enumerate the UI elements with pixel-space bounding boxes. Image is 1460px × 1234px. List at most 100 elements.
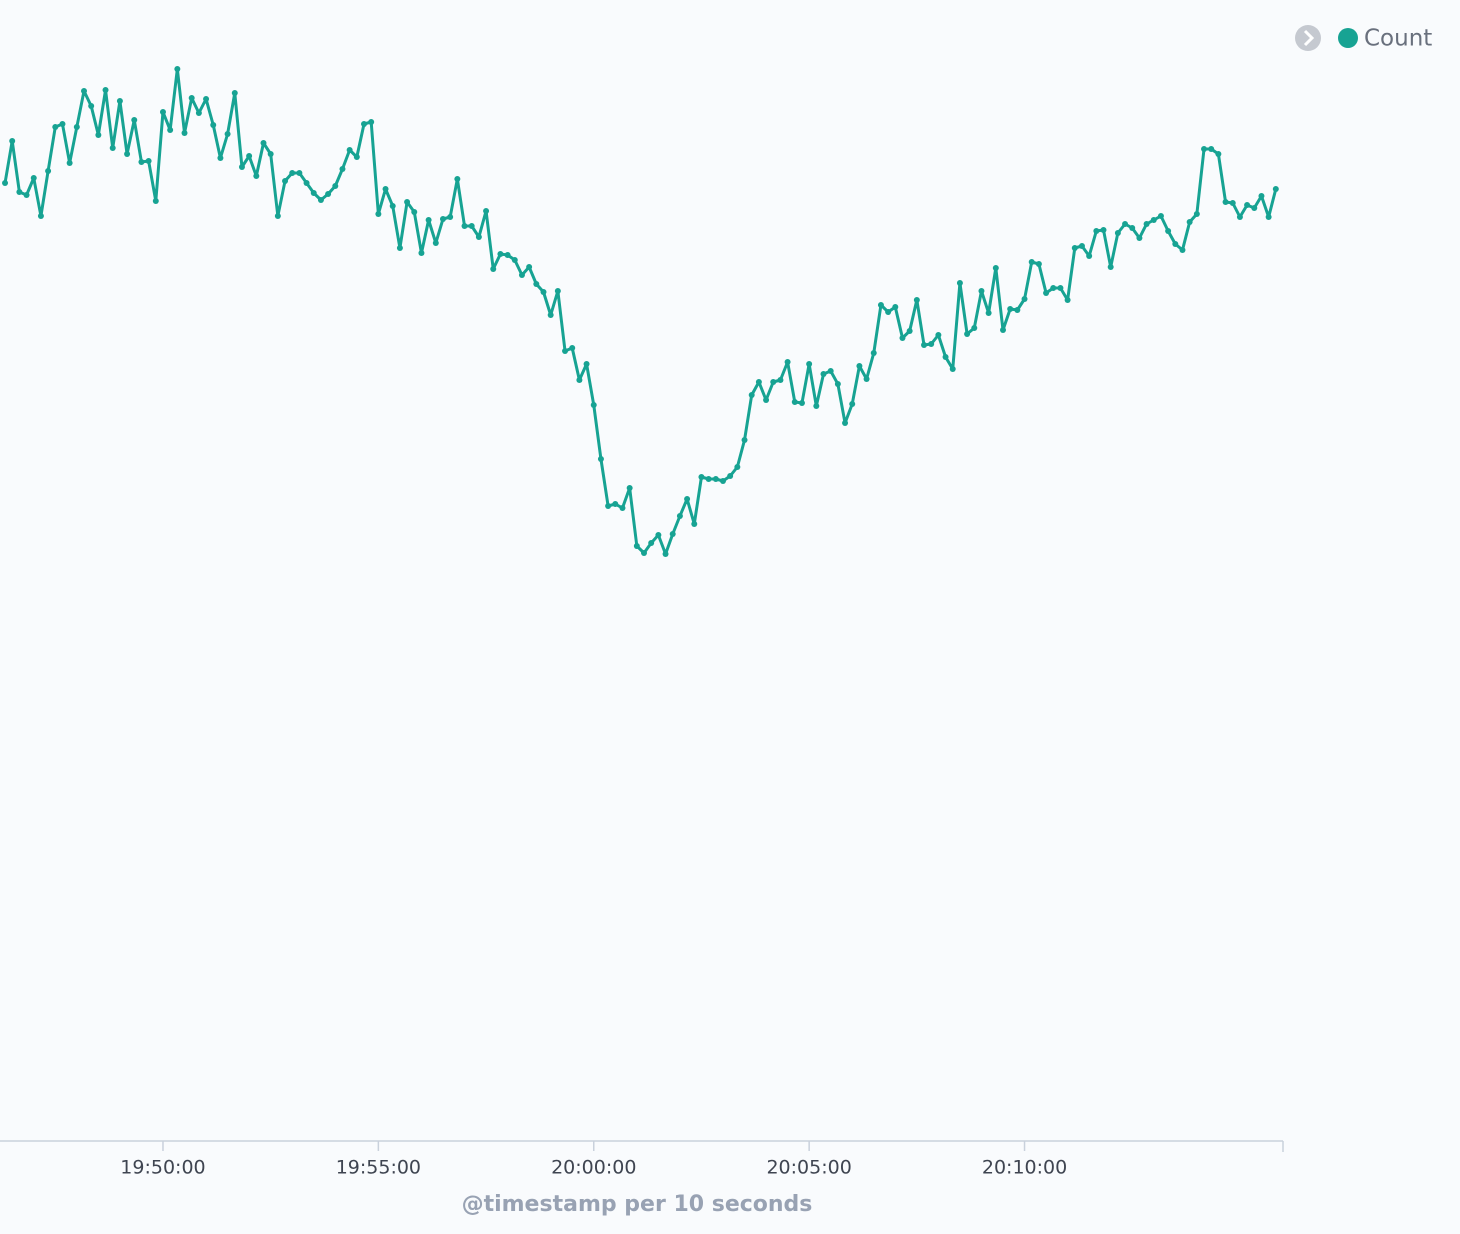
point [37, 213, 44, 219]
point [921, 342, 928, 348]
point [1064, 297, 1071, 303]
point [468, 223, 475, 229]
point [992, 265, 999, 271]
point [447, 214, 454, 220]
point [217, 155, 224, 161]
point [382, 186, 389, 192]
point [332, 183, 339, 189]
point [102, 87, 109, 93]
point [59, 121, 66, 127]
legend-toggle-icon[interactable] [1295, 25, 1321, 51]
point [1208, 146, 1215, 152]
point [1043, 290, 1050, 296]
point [282, 178, 289, 184]
point [518, 272, 525, 278]
point [712, 476, 719, 482]
point [361, 121, 368, 127]
point [368, 119, 375, 125]
point [798, 400, 805, 406]
point [741, 437, 748, 443]
legend-toggle[interactable] [1295, 25, 1321, 51]
point [770, 379, 777, 385]
point [590, 402, 597, 408]
point [454, 176, 461, 182]
point [231, 90, 238, 96]
point [131, 117, 138, 123]
point [849, 401, 856, 407]
point [483, 208, 490, 214]
point [1007, 306, 1014, 312]
point [404, 199, 411, 205]
point [224, 131, 231, 137]
point [475, 234, 482, 240]
point [296, 170, 303, 176]
point [956, 280, 963, 286]
point [597, 456, 604, 462]
point [389, 203, 396, 209]
point [985, 310, 992, 316]
point [317, 197, 324, 203]
point [1014, 307, 1021, 313]
point [755, 379, 762, 385]
point [2, 180, 9, 186]
point [1172, 241, 1179, 247]
point [152, 198, 159, 204]
point [705, 476, 712, 482]
point [806, 361, 813, 367]
point [655, 532, 662, 538]
point [842, 420, 849, 426]
point [490, 266, 497, 272]
point [1201, 146, 1208, 152]
point [698, 474, 705, 480]
point [676, 513, 683, 519]
point [547, 312, 554, 318]
point [719, 478, 726, 484]
point [1028, 259, 1035, 265]
point [95, 132, 102, 138]
point [569, 345, 576, 351]
point [827, 368, 834, 374]
line [3, 67, 1278, 556]
point [863, 376, 870, 382]
point [576, 377, 583, 383]
point [870, 350, 877, 356]
point [511, 257, 518, 263]
point [540, 289, 547, 295]
point [1165, 228, 1172, 234]
point [562, 348, 569, 354]
point [906, 328, 913, 334]
point [669, 531, 676, 537]
legend-label[interactable]: Count [1364, 26, 1432, 52]
point [109, 145, 116, 151]
point [892, 304, 899, 310]
point [928, 341, 935, 347]
point [411, 209, 418, 215]
point [1129, 225, 1136, 231]
point [16, 189, 23, 195]
point [45, 168, 52, 174]
point [1229, 200, 1236, 206]
point [978, 288, 985, 294]
point [619, 505, 626, 511]
point [1150, 217, 1157, 223]
point [339, 166, 346, 172]
point [124, 151, 131, 157]
point [1021, 296, 1028, 302]
point [210, 122, 217, 128]
point [1157, 213, 1164, 219]
point [748, 392, 755, 398]
point [856, 363, 863, 369]
point [1265, 214, 1272, 220]
point [1236, 214, 1243, 220]
point [999, 327, 1006, 333]
point [325, 191, 332, 197]
point [971, 325, 978, 331]
point [554, 288, 561, 294]
point [246, 153, 253, 159]
point [777, 377, 784, 383]
point [1050, 285, 1057, 291]
point [1186, 219, 1193, 225]
point [418, 250, 425, 256]
point [633, 543, 640, 549]
